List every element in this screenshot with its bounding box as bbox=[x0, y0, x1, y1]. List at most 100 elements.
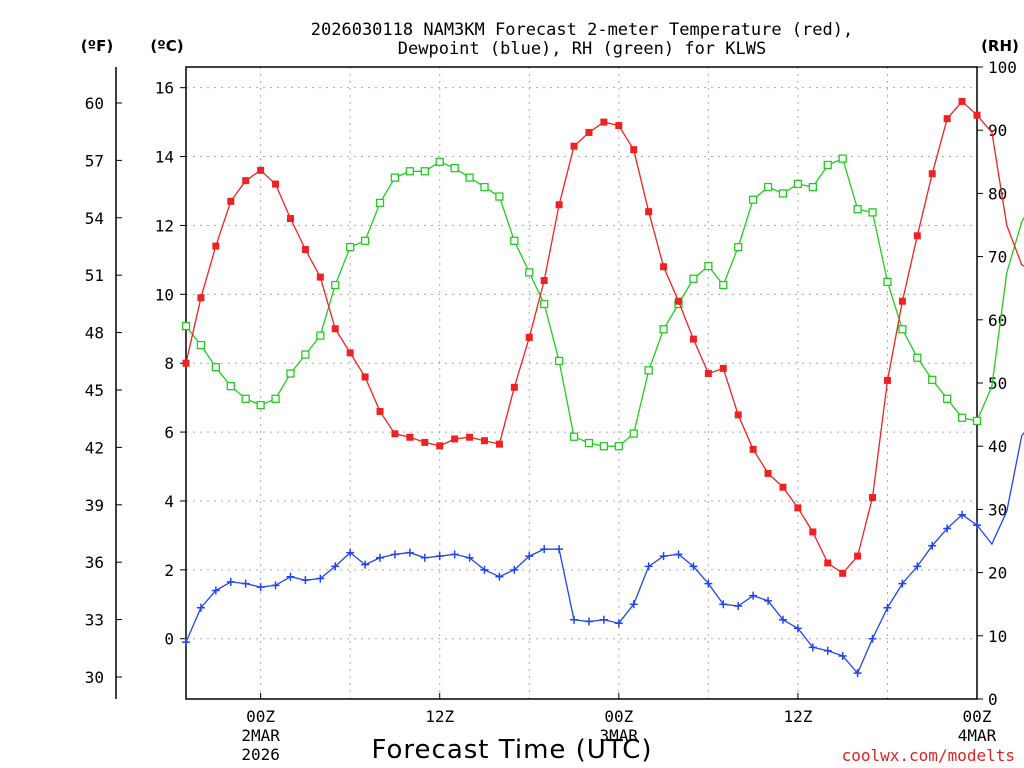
temperature-point bbox=[779, 483, 787, 491]
rh-point bbox=[898, 325, 907, 334]
temperature-point bbox=[376, 407, 384, 415]
rh-tick-label: 20 bbox=[988, 564, 1007, 583]
fahrenheit-tick-label: 54 bbox=[85, 209, 104, 228]
dewpoint-point bbox=[689, 562, 698, 571]
dewpoint-point bbox=[450, 550, 459, 559]
rh-point bbox=[540, 299, 549, 309]
dewpoint-point bbox=[390, 550, 399, 559]
rh-point bbox=[271, 394, 280, 403]
fahrenheit-tick-label: 45 bbox=[85, 381, 104, 400]
x-tick-date-label: 3MAR bbox=[600, 726, 639, 745]
dewpoint-point bbox=[749, 591, 758, 600]
temperature-point bbox=[540, 277, 548, 285]
temperature-point bbox=[675, 297, 683, 305]
temperature-point bbox=[809, 528, 817, 536]
rh-point bbox=[390, 173, 400, 182]
temperature-series bbox=[182, 97, 1024, 577]
temperature-point bbox=[660, 263, 668, 271]
dewpoint-point bbox=[495, 572, 504, 581]
x-axis-title: Forecast Time (UTC) bbox=[371, 735, 652, 765]
dewpoint-point bbox=[943, 524, 952, 533]
dewpoint-point bbox=[958, 510, 967, 519]
dewpoint-point bbox=[883, 603, 892, 612]
dewpoint-point bbox=[540, 545, 549, 554]
x-tick-label: 00Z bbox=[604, 707, 633, 726]
rh-point bbox=[420, 167, 429, 176]
dewpoint-point bbox=[525, 552, 534, 561]
temperature-point bbox=[585, 128, 593, 136]
rh-point bbox=[644, 366, 653, 375]
dewpoint-point bbox=[734, 602, 743, 611]
rh-tick-label: 80 bbox=[988, 184, 1007, 203]
rh-point bbox=[928, 375, 937, 384]
rh-tick-label: 30 bbox=[988, 500, 1007, 519]
x-tick-label: 00Z bbox=[246, 707, 275, 726]
dewpoint-point bbox=[599, 615, 608, 624]
temperature-point bbox=[883, 376, 891, 384]
rh-point bbox=[525, 268, 534, 277]
dewpoint-point bbox=[913, 562, 922, 571]
temperature-point bbox=[734, 411, 742, 419]
x-tick-label: 12Z bbox=[783, 707, 812, 726]
dewpoint-point bbox=[510, 565, 519, 574]
rh-point bbox=[316, 331, 325, 340]
dewpoint-point bbox=[420, 553, 429, 562]
rh-tick-label: 60 bbox=[988, 311, 1007, 330]
temperature-point bbox=[361, 373, 369, 381]
rh-point bbox=[838, 154, 847, 163]
rh-point bbox=[883, 277, 892, 287]
temperature-point bbox=[525, 333, 533, 341]
celsius-tick-label: 8 bbox=[164, 354, 174, 373]
temperature-line bbox=[185, 100, 1024, 575]
dewpoint-point bbox=[793, 624, 802, 633]
dewpoint-point bbox=[868, 634, 877, 643]
dewpoint-point bbox=[659, 552, 668, 561]
rh-point bbox=[331, 280, 340, 290]
dewpoint-point bbox=[570, 615, 579, 624]
rh-unit-label: (RH) bbox=[981, 37, 1019, 55]
celsius-tick-label: 2 bbox=[164, 561, 174, 580]
dewpoint-point bbox=[853, 669, 862, 678]
x-tick-label: 00Z bbox=[963, 707, 992, 726]
rh-point bbox=[868, 208, 877, 217]
temperature-point bbox=[555, 201, 563, 209]
temperature-point bbox=[451, 435, 459, 443]
rh-point bbox=[659, 325, 668, 334]
temperature-point bbox=[391, 430, 399, 438]
fahrenheit-tick-label: 51 bbox=[85, 266, 104, 285]
dewpoint-point bbox=[704, 579, 713, 588]
temperature-point bbox=[854, 552, 862, 560]
temperature-point bbox=[689, 335, 697, 343]
temperature-point bbox=[764, 469, 772, 477]
dewpoint-point bbox=[584, 617, 593, 626]
celsius-tick-label: 6 bbox=[164, 423, 174, 442]
dewpoint-series bbox=[182, 431, 1024, 678]
rh-point bbox=[763, 182, 773, 192]
dewpoint-point bbox=[435, 552, 444, 561]
credit-link[interactable]: coolwx.com/modelts bbox=[842, 746, 1015, 765]
rh-point bbox=[853, 205, 862, 214]
rh-point bbox=[554, 356, 564, 366]
temperature-point bbox=[316, 273, 324, 281]
rh-point bbox=[943, 394, 952, 403]
fahrenheit-tick-label: 60 bbox=[85, 94, 104, 113]
rh-point bbox=[510, 236, 519, 245]
temperature-point bbox=[630, 146, 638, 154]
rh-point bbox=[196, 340, 206, 350]
rh-point bbox=[495, 192, 504, 201]
dewpoint-point bbox=[674, 550, 683, 559]
dewpoint-point bbox=[719, 600, 728, 609]
temperature-point bbox=[242, 177, 250, 185]
x-tick-date-label: 2MAR bbox=[241, 726, 280, 745]
dewpoint-point bbox=[644, 562, 653, 571]
dewpoint-point bbox=[838, 651, 847, 660]
rh-tick-label: 100 bbox=[988, 58, 1017, 77]
fahrenheit-tick-label: 30 bbox=[85, 668, 104, 687]
chart-title-line1: 2026030118 NAM3KM Forecast 2-meter Tempe… bbox=[311, 20, 853, 40]
x-tick-label: 12Z bbox=[425, 707, 454, 726]
temperature-point bbox=[839, 569, 847, 577]
dewpoint-point bbox=[928, 541, 937, 550]
plot-frame bbox=[185, 66, 978, 700]
rh-point bbox=[778, 189, 788, 198]
dewpoint-point bbox=[480, 565, 489, 574]
